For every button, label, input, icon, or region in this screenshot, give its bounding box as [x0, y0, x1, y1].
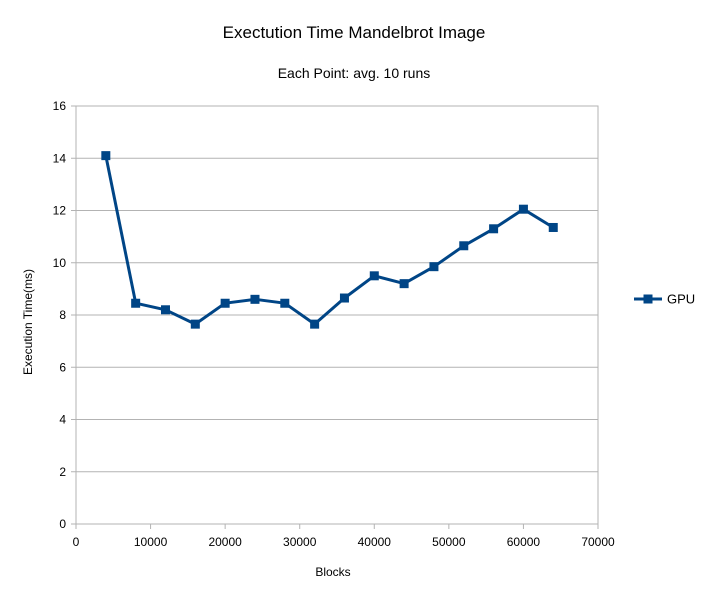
data-point-marker	[310, 319, 320, 329]
data-point-marker	[220, 298, 230, 308]
data-point-marker	[369, 271, 379, 281]
data-point-marker	[160, 305, 170, 315]
y-tick-label: 4	[59, 413, 66, 427]
x-tick-labels: 0 10000 20000 30000 40000 50000 60000 70000	[73, 535, 615, 549]
data-point-marker	[429, 262, 439, 272]
data-point-marker	[101, 151, 111, 161]
x-tick-label: 60000	[507, 535, 541, 549]
y-tick-label: 14	[53, 151, 67, 165]
data-point-marker	[459, 241, 469, 251]
axes	[75, 105, 599, 529]
legend-marker	[643, 294, 653, 304]
x-tick-label: 40000	[358, 535, 392, 549]
legend: GPU	[634, 292, 695, 307]
x-tick-label: 0	[73, 535, 80, 549]
data-point-marker	[489, 224, 499, 234]
y-axis-label: Execution Time(ms)	[21, 269, 35, 375]
y-tick-label: 0	[59, 517, 66, 531]
data-point-marker	[280, 298, 290, 308]
y-tick-label: 10	[53, 256, 67, 270]
data-point-marker	[339, 293, 349, 303]
plot-area-border	[75, 105, 599, 525]
x-tick-label: 10000	[134, 535, 168, 549]
series-gpu	[101, 151, 558, 329]
data-point-marker	[548, 222, 558, 232]
y-tick-label: 2	[59, 465, 66, 479]
x-axis-label: Blocks	[315, 565, 350, 579]
legend-label: GPU	[667, 292, 695, 307]
data-point-marker	[190, 319, 200, 329]
series-line	[104, 155, 555, 326]
data-point-marker	[131, 298, 141, 308]
x-tick-label: 30000	[283, 535, 317, 549]
chart-title: Exectution Time Mandelbrot Image	[223, 23, 486, 42]
x-tick-label: 20000	[208, 535, 242, 549]
y-tick-label: 8	[59, 308, 66, 322]
x-tick-label: 50000	[432, 535, 466, 549]
data-point-marker	[250, 294, 260, 304]
y-tick-labels: 0 2 4 6 8 10 12 14 16	[53, 99, 67, 531]
data-point-marker	[399, 279, 409, 289]
y-tick-label: 6	[59, 360, 66, 374]
x-tick-label: 70000	[581, 535, 615, 549]
y-tick-label: 16	[53, 99, 67, 113]
series-layer	[101, 151, 558, 329]
grid	[71, 105, 598, 525]
y-tick-label: 12	[53, 204, 67, 218]
chart-subtitle: Each Point: avg. 10 runs	[278, 65, 431, 81]
data-point-marker	[518, 204, 528, 214]
